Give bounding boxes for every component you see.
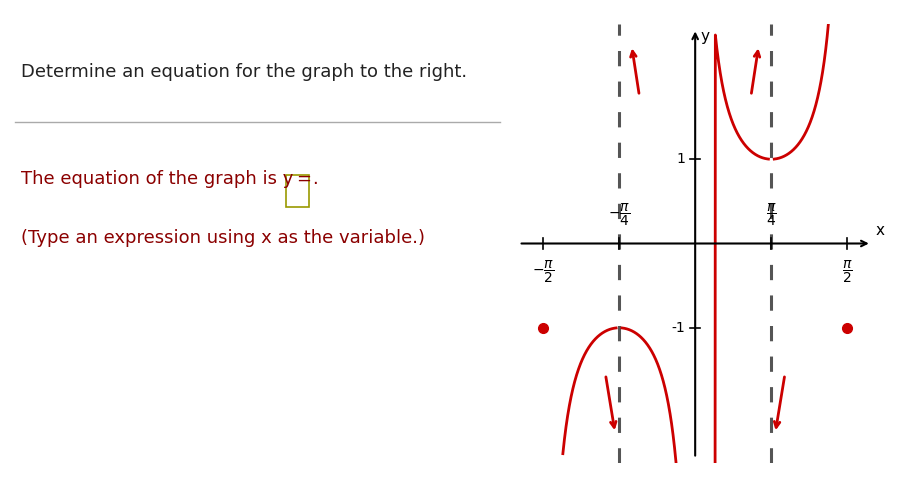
Text: -1: -1 <box>672 321 685 335</box>
Text: y: y <box>701 29 710 43</box>
Text: (Type an expression using x as the variable.): (Type an expression using x as the varia… <box>21 229 424 247</box>
Text: $-\dfrac{\pi}{2}$: $-\dfrac{\pi}{2}$ <box>532 259 554 285</box>
Text: .: . <box>312 170 318 188</box>
Text: Determine an equation for the graph to the right.: Determine an equation for the graph to t… <box>21 63 466 81</box>
Text: 1: 1 <box>676 152 685 166</box>
Text: $-\dfrac{\pi}{4}$: $-\dfrac{\pi}{4}$ <box>608 202 631 228</box>
Text: $\dfrac{\pi}{4}$: $\dfrac{\pi}{4}$ <box>766 202 777 228</box>
Text: The equation of the graph is y =: The equation of the graph is y = <box>21 170 315 188</box>
Text: x: x <box>875 223 884 238</box>
Text: $\dfrac{\pi}{2}$: $\dfrac{\pi}{2}$ <box>842 259 853 285</box>
FancyBboxPatch shape <box>286 175 309 207</box>
